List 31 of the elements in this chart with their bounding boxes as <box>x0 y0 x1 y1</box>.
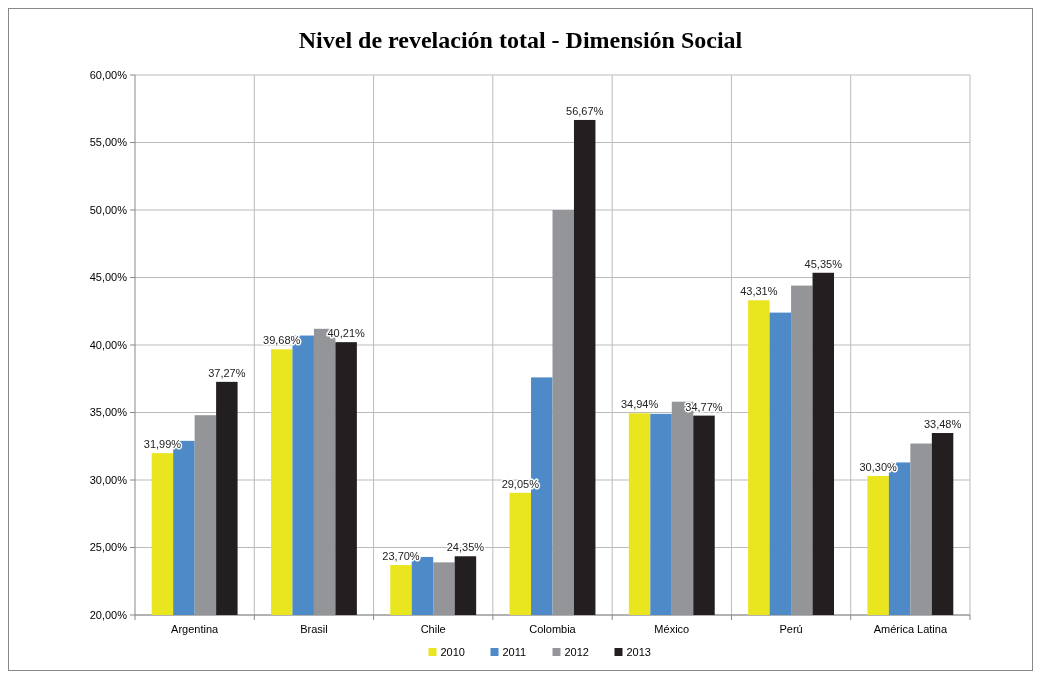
y-tick-label: 40,00% <box>89 338 128 351</box>
legend-label: 2012 <box>564 646 589 658</box>
chart-title: Nivel de revelación total - Dimensión Social <box>298 27 743 53</box>
data-label: 34,77% <box>685 400 723 413</box>
data-label: 33,48% <box>923 418 962 431</box>
legend-label: 2011 <box>502 646 527 658</box>
x-tick-label: Argentina <box>171 623 220 635</box>
y-tick-label: 30,00% <box>89 473 128 486</box>
y-tick-label: 20,00% <box>89 608 128 621</box>
data-label: 43,31% <box>740 285 778 298</box>
x-tick-label: Chile <box>420 623 446 635</box>
x-tick-label: Colombia <box>529 623 577 635</box>
data-label: 56,67% <box>566 104 604 117</box>
data-label: 37,27% <box>208 366 246 379</box>
data-label: 34,94% <box>620 398 659 411</box>
legend-label: 2013 <box>626 646 651 658</box>
data-label: 40,21% <box>327 327 366 340</box>
y-tick-label: 55,00% <box>89 136 128 149</box>
x-tick-label: Perú <box>779 623 803 635</box>
x-tick-label: Brasil <box>300 623 328 635</box>
data-label: 23,70% <box>382 550 420 563</box>
data-label: 24,35% <box>446 541 485 554</box>
y-tick-label: 25,00% <box>89 541 128 554</box>
x-tick-label: México <box>654 623 690 635</box>
y-tick-label: 60,00% <box>89 68 128 81</box>
y-tick-label: 45,00% <box>89 271 128 284</box>
y-tick-label: 50,00% <box>89 203 128 216</box>
y-tick-label: 35,00% <box>89 406 128 419</box>
legend-label: 2010 <box>440 646 465 658</box>
x-tick-label: América Latina <box>873 623 948 635</box>
data-label: 45,35% <box>804 257 843 270</box>
